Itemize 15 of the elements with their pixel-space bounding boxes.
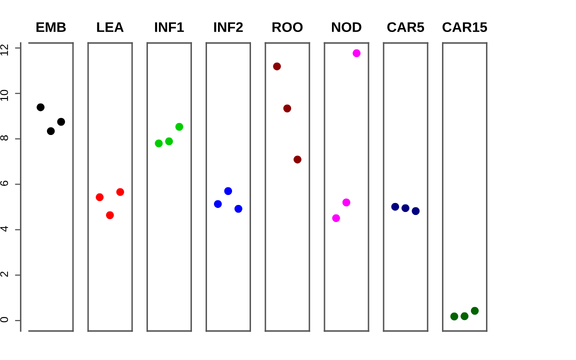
x-tick-label: INF2 [214,22,243,32]
x-tick-label: LEA [97,22,124,32]
y-tick-label: 0 [0,316,8,322]
x-tick-label: EMB [36,22,66,32]
x-tick-label: CAR5 [387,22,424,32]
y-tick-label: 2 [0,272,8,277]
y-tick-label: 4 [0,226,8,232]
x-tick-label: INF1 [155,22,184,32]
x-tick-label: NOD [332,22,362,32]
y-tick-label: 10 [0,90,8,101]
y-tick-label: 6 [0,180,8,186]
x-tick-label: CAR15 [442,22,488,32]
x-tick-label: ROO [272,22,303,32]
y-tick-label: 12 [0,44,8,56]
y-tick-label: 8 [0,135,8,141]
